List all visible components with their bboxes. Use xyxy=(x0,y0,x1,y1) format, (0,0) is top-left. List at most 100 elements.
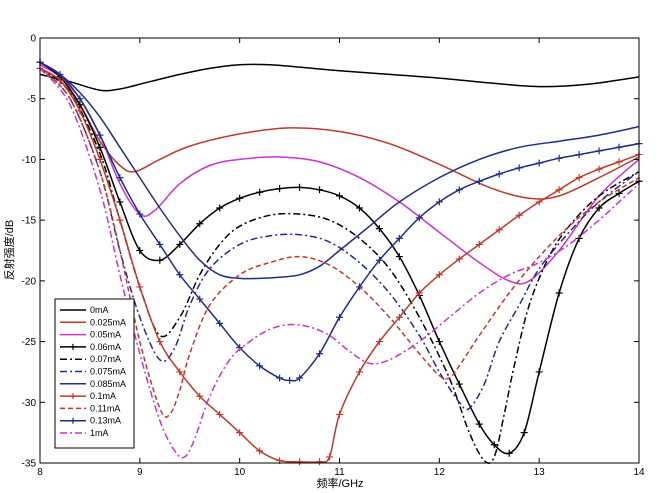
data-point-marker xyxy=(296,458,304,466)
data-point-marker xyxy=(495,170,503,178)
data-point-marker xyxy=(196,220,204,228)
data-point-marker xyxy=(555,186,563,194)
data-point-marker xyxy=(615,143,623,151)
data-point-marker xyxy=(316,350,324,358)
data-point-marker xyxy=(276,185,284,193)
data-point-marker xyxy=(276,374,284,382)
series-0.11mA xyxy=(39,67,640,418)
data-point-marker xyxy=(76,101,84,109)
data-point-marker xyxy=(475,177,483,185)
data-point-marker xyxy=(535,368,543,376)
series-0.025mA xyxy=(39,67,640,200)
data-point-marker xyxy=(355,368,363,376)
legend-label: 0.07mA xyxy=(90,354,121,364)
data-point-marker xyxy=(395,234,403,242)
data-point-marker xyxy=(415,289,423,297)
data-point-marker xyxy=(216,204,224,212)
series-0.075mA xyxy=(39,67,640,411)
y-tick-label: 0 xyxy=(30,34,36,45)
series-line xyxy=(39,67,640,418)
data-point-marker xyxy=(156,256,164,264)
legend-label: 0.05mA xyxy=(90,330,121,340)
y-axis-title: 反射强度/dB xyxy=(2,220,16,281)
data-point-marker xyxy=(375,225,383,233)
legend-label: 0.13mA xyxy=(90,416,121,426)
data-point-marker xyxy=(595,204,603,212)
y-tick-label: -25 xyxy=(22,337,37,348)
data-point-marker xyxy=(56,77,64,84)
data-point-marker xyxy=(136,210,144,218)
data-point-marker xyxy=(455,186,463,194)
x-tick-label: 13 xyxy=(534,467,546,478)
x-tick-label: 11 xyxy=(334,467,345,478)
data-point-marker xyxy=(395,313,403,321)
legend-marker xyxy=(70,343,76,350)
legend-label: 0.025mA xyxy=(90,317,126,327)
data-point-marker xyxy=(505,449,513,457)
data-point-marker xyxy=(595,165,603,173)
data-point-marker xyxy=(176,368,184,376)
y-tick-label: -10 xyxy=(22,155,37,166)
data-point-marker xyxy=(156,240,164,248)
y-tick-label: -15 xyxy=(22,216,37,227)
data-point-marker xyxy=(196,392,204,400)
data-point-marker xyxy=(116,174,124,182)
data-point-marker xyxy=(336,313,343,321)
legend-label: 0.1mA xyxy=(90,391,116,401)
series-1mA xyxy=(39,67,640,459)
data-point-marker xyxy=(495,226,503,234)
data-point-marker xyxy=(256,188,264,196)
data-point-marker xyxy=(326,453,334,461)
data-point-marker xyxy=(435,338,443,346)
legend-label: 0mA xyxy=(90,305,109,315)
data-point-marker xyxy=(96,155,104,163)
series-0.1mA xyxy=(36,64,643,466)
data-point-marker xyxy=(176,240,184,248)
data-point-marker xyxy=(435,198,443,206)
data-point-marker xyxy=(136,247,144,254)
data-point-marker xyxy=(256,362,264,370)
data-point-marker xyxy=(156,338,164,346)
legend-marker xyxy=(70,393,76,400)
data-point-marker xyxy=(316,186,324,194)
series-line xyxy=(39,64,640,285)
data-point-marker xyxy=(475,240,483,248)
x-tick-label: 8 xyxy=(37,467,43,478)
data-point-marker xyxy=(395,253,403,261)
data-point-marker xyxy=(575,151,583,159)
axes: 8 9 10 11 12 13 14 0 -5 -10 -15 -20 -25 -30 -35 xyxy=(22,34,645,479)
data-point-marker xyxy=(535,198,543,206)
data-point-marker xyxy=(375,338,383,346)
legend-label: 0.085mA xyxy=(90,379,126,389)
data-point-marker xyxy=(116,216,124,224)
data-point-marker xyxy=(196,295,204,303)
data-point-marker xyxy=(515,211,523,219)
series-0.06mA xyxy=(36,58,643,457)
data-point-marker xyxy=(136,283,144,291)
y-tick-label: -5 xyxy=(27,94,36,105)
data-point-marker xyxy=(216,410,224,418)
data-point-marker xyxy=(355,204,363,212)
data-point-marker xyxy=(555,154,563,162)
data-point-marker xyxy=(615,158,623,166)
data-point-marker xyxy=(256,447,264,455)
data-point-marker xyxy=(236,194,244,202)
series-0.085mA xyxy=(39,61,640,280)
legend-marker xyxy=(70,417,76,424)
x-tick-label: 9 xyxy=(137,467,143,478)
legend-label: 0.075mA xyxy=(90,367,126,377)
series-line xyxy=(39,67,640,411)
data-point-marker xyxy=(520,429,528,437)
data-point-marker xyxy=(236,429,244,437)
data-point-marker xyxy=(555,289,563,297)
data-point-marker xyxy=(515,164,523,172)
data-point-marker xyxy=(76,107,84,115)
data-point-marker xyxy=(355,283,363,291)
y-tick-label: -30 xyxy=(22,398,37,409)
data-point-marker xyxy=(296,183,304,191)
series-line xyxy=(39,61,640,280)
x-tick-label: 10 xyxy=(234,467,246,478)
data-point-marker xyxy=(286,376,294,384)
data-point-marker xyxy=(216,319,224,327)
legend-label: 1mA xyxy=(90,428,109,438)
